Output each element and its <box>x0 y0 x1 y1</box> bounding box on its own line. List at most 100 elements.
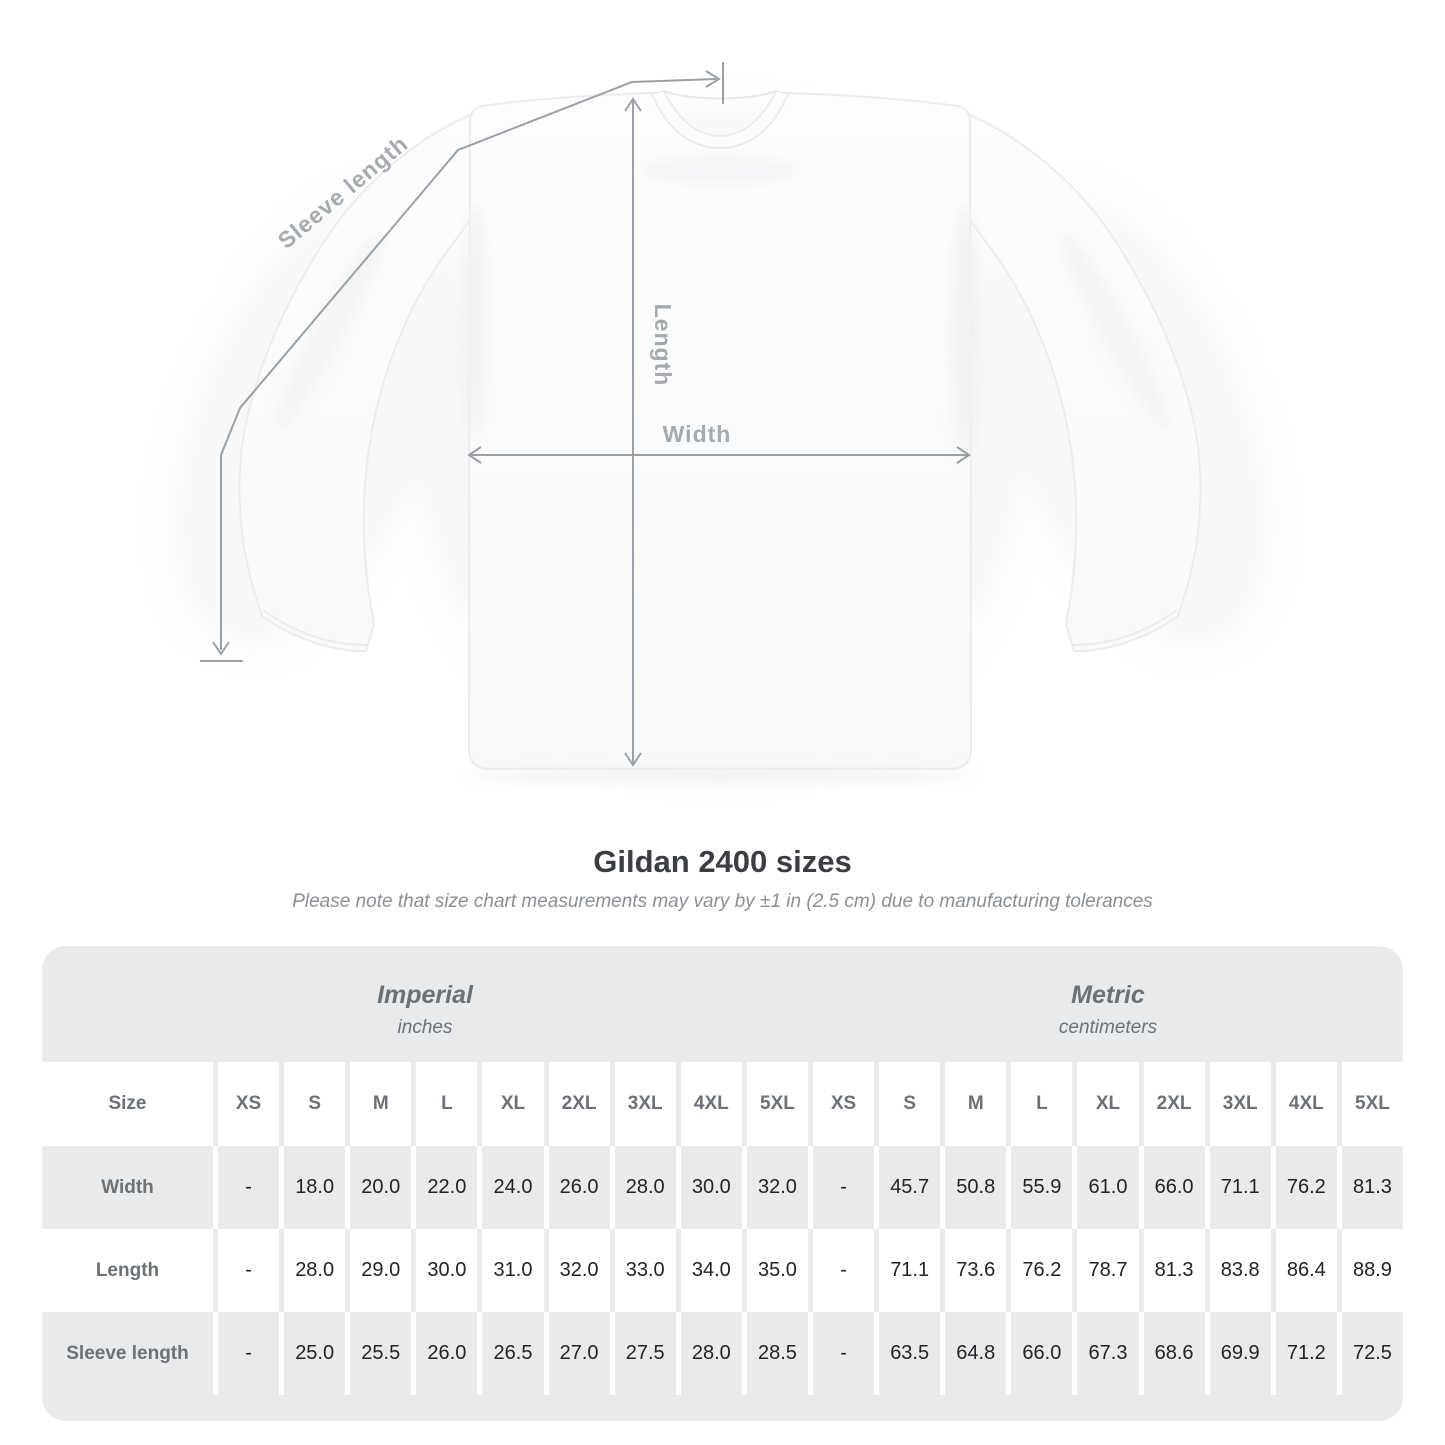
unit-group-unit: inches <box>397 1017 453 1038</box>
value-cell: 73.6 <box>945 1229 1007 1312</box>
value-cell: 68.6 <box>1143 1312 1205 1395</box>
value-cell: 71.1 <box>879 1229 941 1312</box>
value-cell: 35.0 <box>746 1229 808 1312</box>
width-label: Width <box>663 421 732 447</box>
value-cell: 26.0 <box>548 1146 610 1229</box>
value-cell: 26.0 <box>416 1312 478 1395</box>
value-cell: 28.0 <box>614 1146 676 1229</box>
value-cell: 71.2 <box>1275 1312 1337 1395</box>
length-arrow-down-icon <box>624 752 642 767</box>
value-cell: 71.1 <box>1209 1146 1271 1229</box>
shirt-right-cuff-seam <box>1072 609 1178 646</box>
value-cell: 25.5 <box>350 1312 412 1395</box>
length-label: Length <box>650 304 676 387</box>
value-cell: 32.0 <box>548 1229 610 1312</box>
shirt-right-sleeve-fold <box>1061 232 1169 428</box>
size-col-header: L <box>1011 1062 1073 1146</box>
size-header-row: Size XS S M L XL 2XL 3XL 4XL 5XL XS S M … <box>42 1062 1403 1146</box>
value-cell: 81.3 <box>1143 1229 1205 1312</box>
shirt-left-sleeve-fold <box>276 232 384 428</box>
value-cell: 29.0 <box>350 1229 412 1312</box>
value-cell: - <box>812 1312 875 1395</box>
size-col-header: 5XL <box>1341 1062 1403 1146</box>
value-cell: 32.0 <box>746 1146 808 1229</box>
value-cell: 76.2 <box>1011 1229 1073 1312</box>
sleeve-length-arrow-right-icon <box>705 70 721 88</box>
size-chart-table: Imperial inches Metric centimeters Size … <box>42 946 1403 1421</box>
units-row: Imperial inches Metric centimeters <box>42 946 1403 1062</box>
table-row-length: Length - 28.0 29.0 30.0 31.0 32.0 33.0 3… <box>42 1229 1403 1312</box>
page-subtitle: Please note that size chart measurements… <box>292 891 1153 912</box>
value-cell: 20.0 <box>350 1146 412 1229</box>
unit-group-metric: Metric centimeters <box>813 946 1403 1062</box>
value-cell: - <box>218 1229 280 1312</box>
shirt-right-sleeve <box>950 106 1202 653</box>
table-row-width: Width - 18.0 20.0 22.0 24.0 26.0 28.0 30… <box>42 1146 1403 1229</box>
value-cell: 26.5 <box>482 1312 544 1395</box>
value-cell: 25.0 <box>284 1312 346 1395</box>
value-cell: 28.0 <box>680 1312 742 1395</box>
size-col-header: 5XL <box>746 1062 808 1146</box>
size-col-header: XS <box>218 1062 280 1146</box>
value-cell: 69.9 <box>1209 1312 1271 1395</box>
row-label: Sleeve length <box>42 1312 213 1395</box>
size-col-header: 2XL <box>1143 1062 1205 1146</box>
size-col-header: 3XL <box>1209 1062 1271 1146</box>
value-cell: 88.9 <box>1341 1229 1403 1312</box>
value-cell: 31.0 <box>482 1229 544 1312</box>
shirt-left-cuff-seam <box>262 609 368 646</box>
unit-group-name: Metric <box>1071 981 1145 1009</box>
value-cell: 86.4 <box>1275 1229 1337 1312</box>
width-arrow-left-icon <box>467 446 482 464</box>
value-cell: 67.3 <box>1077 1312 1139 1395</box>
value-cell: 83.8 <box>1209 1229 1271 1312</box>
value-cell: 72.5 <box>1341 1312 1403 1395</box>
unit-group-name: Imperial <box>377 981 473 1009</box>
value-cell: 61.0 <box>1077 1146 1139 1229</box>
value-cell: 33.0 <box>614 1229 676 1312</box>
value-cell: - <box>812 1229 875 1312</box>
value-cell: 50.8 <box>945 1146 1007 1229</box>
value-cell: 55.9 <box>1011 1146 1073 1229</box>
row-label: Length <box>42 1229 213 1312</box>
size-col-header: 2XL <box>548 1062 610 1146</box>
value-cell: - <box>812 1146 875 1229</box>
sleeve-length-arrow-down-icon <box>212 641 230 656</box>
value-cell: 66.0 <box>1011 1312 1073 1395</box>
value-cell: 22.0 <box>416 1146 478 1229</box>
size-col-header: 3XL <box>614 1062 676 1146</box>
unit-group-unit: centimeters <box>1058 1017 1158 1038</box>
size-col-header: 4XL <box>1275 1062 1337 1146</box>
value-cell: 45.7 <box>879 1146 941 1229</box>
width-arrow-right-icon <box>956 446 971 464</box>
value-cell: 64.8 <box>945 1312 1007 1395</box>
size-column-title: Size <box>42 1062 213 1146</box>
value-cell: - <box>218 1312 280 1395</box>
value-cell: 18.0 <box>284 1146 346 1229</box>
unit-group-imperial: Imperial inches <box>42 946 808 1062</box>
value-cell: 78.7 <box>1077 1229 1139 1312</box>
shirt-measurement-diagram: Sleeve length Length Width <box>176 62 1267 782</box>
size-col-header: XS <box>812 1062 875 1146</box>
shirt-body-shading <box>462 156 980 782</box>
page-title: Gildan 2400 sizes <box>593 844 852 879</box>
value-cell: 30.0 <box>416 1229 478 1312</box>
value-cell: 28.5 <box>746 1312 808 1395</box>
size-col-header: M <box>945 1062 1007 1146</box>
measurement-lines <box>200 62 971 767</box>
value-cell: 63.5 <box>879 1312 941 1395</box>
size-col-header: S <box>284 1062 346 1146</box>
sleeve-length-line <box>220 78 717 650</box>
length-arrow-up-icon <box>624 97 642 112</box>
value-cell: - <box>218 1146 280 1229</box>
value-cell: 24.0 <box>482 1146 544 1229</box>
size-col-header: 4XL <box>680 1062 742 1146</box>
value-cell: 30.0 <box>680 1146 742 1229</box>
value-cell: 76.2 <box>1275 1146 1337 1229</box>
value-cell: 66.0 <box>1143 1146 1205 1229</box>
value-cell: 27.5 <box>614 1312 676 1395</box>
value-cell: 28.0 <box>284 1229 346 1312</box>
value-cell: 81.3 <box>1341 1146 1403 1229</box>
size-col-header: XL <box>482 1062 544 1146</box>
shirt-collar <box>650 90 790 149</box>
